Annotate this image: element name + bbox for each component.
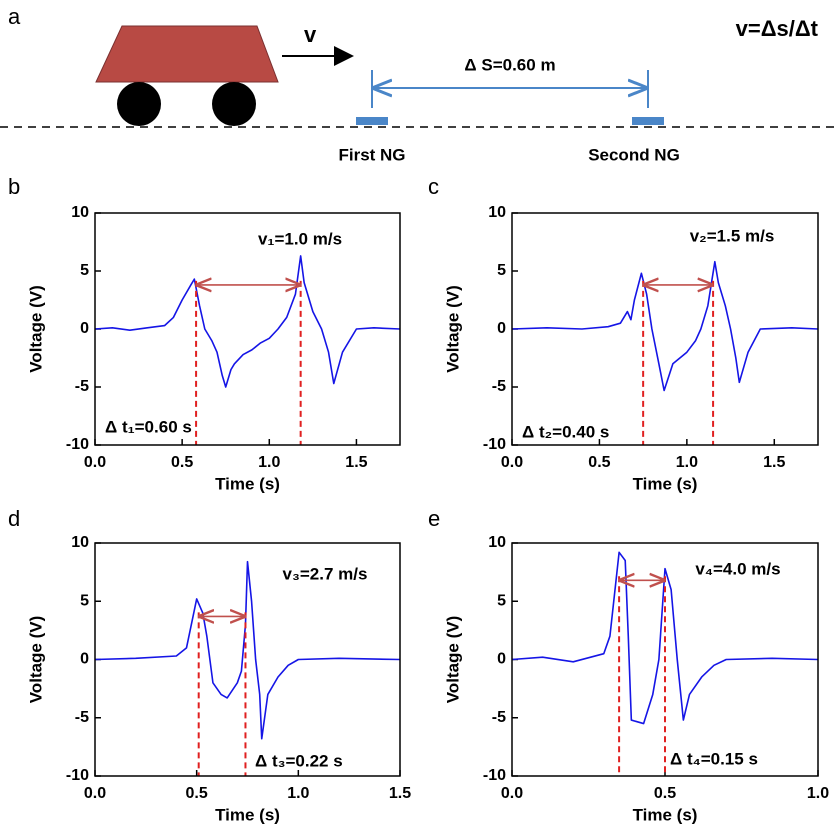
x-tick-label: 1.5: [345, 454, 367, 471]
y-tick-label: -5: [75, 378, 89, 395]
y-axis-label: Voltage (V): [26, 285, 45, 373]
formula: v=Δs/Δt: [736, 16, 819, 41]
interval-label: Δ t₁=0.60 s: [105, 417, 192, 436]
panel-label: a: [8, 4, 21, 29]
plot-frame: [511, 542, 819, 777]
interval-label: Δ t₃=0.22 s: [255, 751, 343, 770]
generator: [356, 117, 388, 125]
y-tick-label: -10: [483, 436, 506, 453]
chart-panel: d -10 -5 0 5 10 0.0 0.5 1.0 1.5 Time (s) Voltage (V…: [8, 506, 411, 825]
x-tick-label: 1.0: [258, 454, 280, 471]
speed-label: v₄=4.0 m/s: [695, 559, 780, 578]
x-tick-label: 0.0: [501, 785, 523, 802]
interval-label: Δ t₂=0.40 s: [522, 422, 609, 441]
x-axis-label: Time (s): [215, 805, 280, 824]
x-tick-label: 0.5: [654, 785, 676, 802]
y-tick-label: 10: [488, 534, 506, 551]
y-tick-label: -5: [75, 709, 89, 726]
x-axis-label: Time (s): [215, 474, 280, 493]
y-tick-label: 0: [80, 651, 89, 668]
wheel: [117, 82, 161, 126]
speed-label: v₃=2.7 m/s: [283, 564, 368, 583]
y-axis-label: Voltage (V): [443, 285, 462, 373]
y-tick-label: 5: [80, 262, 89, 279]
y-axis-label: Voltage (V): [26, 616, 45, 704]
voltage-trace: [94, 560, 401, 740]
interval-label: Δ t₄=0.15 s: [670, 749, 758, 768]
y-tick-label: 10: [71, 204, 89, 221]
y-tick-label: 10: [71, 534, 89, 551]
y-tick-label: 0: [497, 320, 506, 337]
y-tick-label: -10: [66, 436, 89, 453]
voltage-trace: [511, 551, 819, 725]
generator: [632, 117, 664, 125]
y-tick-label: -10: [483, 767, 506, 784]
speed-label: v₂=1.5 m/s: [690, 226, 775, 245]
x-axis-label: Time (s): [633, 805, 698, 824]
speed-label: v₁=1.0 m/s: [258, 229, 342, 248]
y-tick-label: -10: [66, 767, 89, 784]
chart-panel: c -10 -5 0 5 10 0.0 0.5 1.0 1.5 Time (s) Voltage (V…: [428, 174, 819, 493]
x-tick-label: 0.0: [84, 785, 106, 802]
x-tick-label: 1.0: [676, 454, 698, 471]
x-tick-label: 1.5: [389, 785, 411, 802]
chart-panel: e -10 -5 0 5 10 0.0 0.5 1.0 Time (s) Voltage (V) v₄…: [428, 506, 829, 825]
y-tick-label: 5: [497, 262, 506, 279]
x-tick-label: 0.5: [186, 785, 208, 802]
x-tick-label: 0.5: [171, 454, 193, 471]
y-tick-label: 10: [488, 204, 506, 221]
plot-frame: [94, 212, 401, 446]
second-ng-label: Second NG: [588, 145, 680, 164]
first-ng-label: First NG: [338, 145, 405, 164]
voltage-trace: [511, 260, 819, 392]
panel-label: d: [8, 506, 20, 531]
y-tick-label: -5: [492, 709, 506, 726]
x-tick-label: 0.0: [84, 454, 106, 471]
panel-label: b: [8, 174, 20, 199]
y-axis-label: Voltage (V): [443, 616, 462, 704]
cart-body: [95, 25, 279, 83]
panel-a: a v v=Δs/Δt Δ S=0.60 m First NG Second N…: [0, 4, 834, 164]
x-axis-label: Time (s): [633, 474, 698, 493]
x-tick-label: 0.5: [588, 454, 610, 471]
y-tick-label: -5: [492, 378, 506, 395]
x-tick-label: 1.0: [287, 785, 309, 802]
voltage-trace: [94, 255, 401, 388]
x-tick-label: 0.0: [501, 454, 523, 471]
panel-label: e: [428, 506, 440, 531]
x-tick-label: 1.5: [763, 454, 785, 471]
distance-label: Δ S=0.60 m: [464, 55, 555, 74]
y-tick-label: 0: [497, 651, 506, 668]
chart-panel: b -10 -5 0 5 10 0.0 0.5 1.0 1.5 Time (s) Voltage (V…: [8, 174, 401, 493]
plot-frame: [511, 212, 819, 446]
y-tick-label: 0: [80, 320, 89, 337]
plot-frame: [94, 542, 401, 777]
wheel: [212, 82, 256, 126]
y-tick-label: 5: [497, 592, 506, 609]
x-tick-label: 1.0: [807, 785, 829, 802]
y-tick-label: 5: [80, 592, 89, 609]
panel-label: c: [428, 174, 439, 199]
velocity-label: v: [304, 22, 317, 47]
